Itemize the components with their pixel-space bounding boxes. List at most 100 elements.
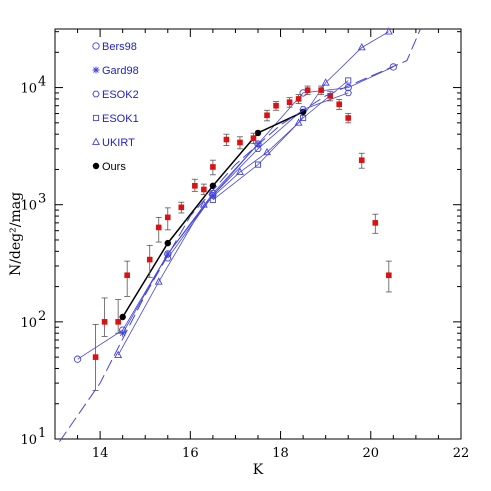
- y-tick-label: 10: [20, 433, 37, 448]
- series-line: [77, 66, 394, 360]
- series-dashed-line: [59, 28, 421, 442]
- data-point: [264, 112, 270, 119]
- data-point: [294, 118, 303, 126]
- x-axis-label: K: [253, 462, 264, 478]
- model-curve: [59, 28, 421, 442]
- data-point: [114, 350, 123, 358]
- legend-label: Bers98: [102, 41, 137, 53]
- data-point: [199, 200, 208, 208]
- data-point: [295, 96, 302, 102]
- legend-marker: [92, 137, 100, 145]
- legend-marker: [92, 66, 100, 74]
- data-point: [235, 167, 244, 175]
- data-point: [154, 277, 163, 285]
- legend-label: ESOK2: [102, 89, 139, 101]
- x-tick-label: 14: [92, 446, 109, 461]
- series-filled-square: [92, 85, 392, 391]
- data-point: [286, 99, 293, 106]
- data-point: [304, 87, 311, 93]
- x-tick-label: 16: [182, 446, 199, 461]
- legend-item-ukirt: UKIRT: [92, 137, 135, 149]
- legend-item-bers98: Bers98: [92, 41, 137, 53]
- x-tick-label: 18: [272, 446, 289, 461]
- data-point: [209, 196, 216, 203]
- series-line: [122, 143, 259, 334]
- data-point: [357, 43, 366, 51]
- data-point: [299, 108, 307, 116]
- data-point: [345, 115, 352, 121]
- data-point: [155, 224, 162, 231]
- series-line: [167, 92, 349, 259]
- data-point: [164, 214, 171, 221]
- data-point: [237, 139, 243, 146]
- y-tick-label: 10: [20, 82, 37, 97]
- legend-marker: [92, 162, 100, 170]
- data-point: [146, 256, 153, 263]
- data-point: [327, 93, 333, 99]
- legend-item-gard98: Gard98: [92, 65, 139, 77]
- series-ukirt: [114, 27, 393, 358]
- data-point: [119, 313, 126, 321]
- legend: Bers98 Gard98 ESOK2 ESOK1 UKIRT Ours: [92, 41, 139, 173]
- data-point: [318, 87, 324, 93]
- y-tick-exponent: 4: [38, 75, 46, 90]
- data-point: [92, 354, 99, 360]
- legend-label: Ours: [102, 161, 126, 173]
- data-point: [201, 186, 207, 193]
- data-point: [358, 157, 365, 163]
- data-point: [209, 182, 217, 190]
- legend-marker: [92, 42, 100, 50]
- data-point: [119, 329, 127, 337]
- data-point: [384, 27, 393, 35]
- data-point: [263, 147, 271, 156]
- x-tick-label: 22: [453, 446, 470, 461]
- legend-marker: [92, 90, 100, 98]
- data-point: [210, 164, 216, 170]
- y-tick-label: 10: [20, 316, 37, 331]
- data-point: [115, 319, 121, 325]
- data-point: [372, 220, 379, 226]
- data-point: [164, 254, 172, 262]
- data-point: [73, 355, 82, 363]
- series-line: [212, 80, 349, 201]
- y-tick-exponent: 2: [38, 309, 46, 324]
- series-ours: [119, 108, 307, 321]
- series-esok2: [164, 89, 352, 262]
- data-point: [254, 140, 262, 148]
- data-point: [300, 114, 307, 122]
- data-point: [254, 129, 262, 137]
- series-layer: [59, 27, 421, 442]
- legend-item-ours: Ours: [92, 161, 126, 173]
- legend-item-esok2: ESOK2: [92, 89, 139, 101]
- y-tick-exponent: 1: [38, 426, 46, 441]
- series-esok1: [209, 77, 352, 203]
- data-point: [386, 272, 392, 279]
- x-tick-label: 20: [363, 446, 380, 461]
- y-axis-label: N/deg²/mag: [8, 192, 24, 276]
- data-point: [254, 161, 262, 168]
- data-point: [164, 250, 172, 258]
- data-point: [321, 78, 330, 86]
- data-point: [389, 63, 397, 71]
- data-point: [336, 101, 342, 108]
- legend-label: Gard98: [102, 65, 139, 77]
- data-point: [273, 102, 279, 109]
- series-gard98: [119, 140, 262, 337]
- data-point: [250, 135, 257, 141]
- data-point: [124, 272, 130, 279]
- y-tick-exponent: 3: [38, 192, 46, 207]
- data-point: [223, 136, 230, 143]
- legend-label: ESOK1: [102, 113, 139, 125]
- data-point: [178, 204, 185, 211]
- data-point: [344, 89, 352, 97]
- data-point: [164, 239, 171, 247]
- legend-item-esok1: ESOK1: [92, 113, 139, 125]
- series-line: [117, 31, 390, 356]
- legend-label: UKIRT: [102, 137, 135, 149]
- y-tick-label: 10: [20, 199, 37, 214]
- data-point: [101, 319, 108, 325]
- legend-marker: [92, 114, 100, 122]
- data-point: [192, 183, 198, 189]
